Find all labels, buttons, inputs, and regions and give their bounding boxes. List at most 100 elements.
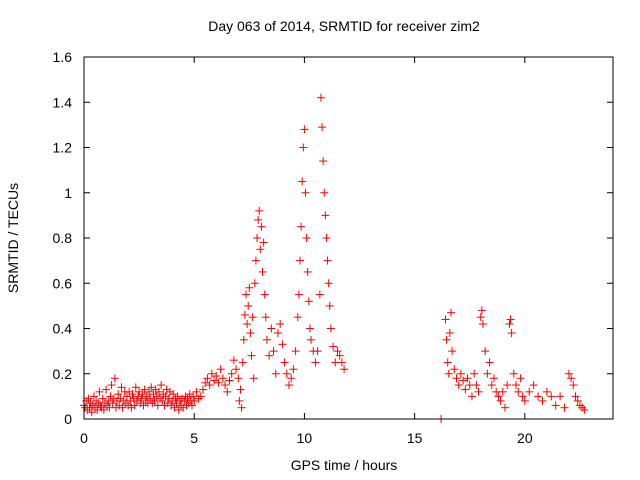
data-point <box>478 319 487 328</box>
data-point <box>99 405 108 414</box>
data-point <box>207 369 216 378</box>
data-point <box>257 222 266 231</box>
data-points <box>80 93 589 423</box>
data-point <box>223 387 232 396</box>
data-point <box>340 365 349 374</box>
data-point <box>107 381 116 390</box>
data-point <box>271 369 280 378</box>
data-point <box>444 369 453 378</box>
data-point <box>98 394 107 403</box>
data-point <box>84 394 93 403</box>
y-tick-label: 1.2 <box>53 140 73 156</box>
data-point <box>205 381 214 390</box>
data-point <box>251 256 260 265</box>
data-point <box>255 206 264 215</box>
data-point <box>516 374 525 383</box>
data-point <box>454 381 463 390</box>
data-point <box>146 394 155 403</box>
data-point <box>472 381 481 390</box>
data-point <box>542 387 551 396</box>
data-point <box>280 358 289 367</box>
data-point <box>234 374 243 383</box>
data-point <box>158 396 167 405</box>
data-point <box>452 374 461 383</box>
data-point <box>303 267 312 276</box>
data-point <box>571 392 580 401</box>
data-point <box>326 324 335 333</box>
data-point <box>212 372 221 381</box>
data-point <box>276 319 285 328</box>
data-point <box>459 376 468 385</box>
data-point <box>512 381 521 390</box>
data-point <box>441 315 450 324</box>
data-point <box>556 392 565 401</box>
data-point <box>284 381 293 390</box>
data-point <box>509 369 518 378</box>
data-point <box>534 392 543 401</box>
data-point <box>236 385 245 394</box>
data-point <box>448 347 457 356</box>
data-point <box>221 381 230 390</box>
data-point <box>299 143 308 152</box>
data-point <box>325 301 334 310</box>
data-point <box>496 396 505 405</box>
data-point <box>174 405 183 414</box>
data-point <box>481 347 490 356</box>
data-point <box>467 392 476 401</box>
x-tick-label: 5 <box>190 430 198 446</box>
data-point <box>500 403 509 412</box>
data-point <box>305 324 314 333</box>
data-point <box>443 358 452 367</box>
data-point <box>315 290 324 299</box>
data-point <box>487 381 496 390</box>
data-point <box>321 211 330 220</box>
data-point <box>503 381 512 390</box>
data-point <box>476 313 485 322</box>
plot-frame <box>83 56 614 420</box>
data-point <box>247 351 256 360</box>
data-point <box>250 279 259 288</box>
data-point <box>445 329 454 338</box>
data-point <box>296 256 305 265</box>
data-point <box>287 374 296 383</box>
data-point <box>442 335 451 344</box>
data-point <box>188 401 197 410</box>
data-point <box>128 390 137 399</box>
data-point <box>294 290 303 299</box>
data-point <box>130 401 139 410</box>
data-point <box>463 374 472 383</box>
data-point <box>150 396 159 405</box>
data-point <box>567 374 576 383</box>
data-point <box>450 365 459 374</box>
data-point <box>108 399 117 408</box>
data-point <box>320 188 329 197</box>
data-point <box>506 315 515 324</box>
data-point <box>190 396 199 405</box>
y-tick-label: 0.8 <box>53 230 73 246</box>
data-point <box>302 234 311 242</box>
data-point <box>319 157 328 166</box>
data-point <box>173 392 182 401</box>
data-point <box>474 387 483 396</box>
data-point <box>297 222 306 231</box>
data-point <box>461 385 470 394</box>
data-point <box>170 403 179 412</box>
data-point <box>216 365 225 374</box>
data-point <box>245 283 254 292</box>
data-point <box>214 378 223 387</box>
data-point <box>229 356 238 365</box>
data-point <box>258 267 267 276</box>
data-point <box>529 381 538 390</box>
data-point <box>323 256 332 265</box>
data-point <box>239 335 248 344</box>
data-point <box>569 381 578 390</box>
data-point <box>137 394 146 403</box>
data-point <box>95 387 104 396</box>
data-point <box>313 347 322 356</box>
data-point <box>240 310 249 319</box>
data-point <box>311 358 320 367</box>
data-point <box>337 358 346 367</box>
x-tick-label: 15 <box>407 430 423 446</box>
data-point <box>446 308 455 317</box>
